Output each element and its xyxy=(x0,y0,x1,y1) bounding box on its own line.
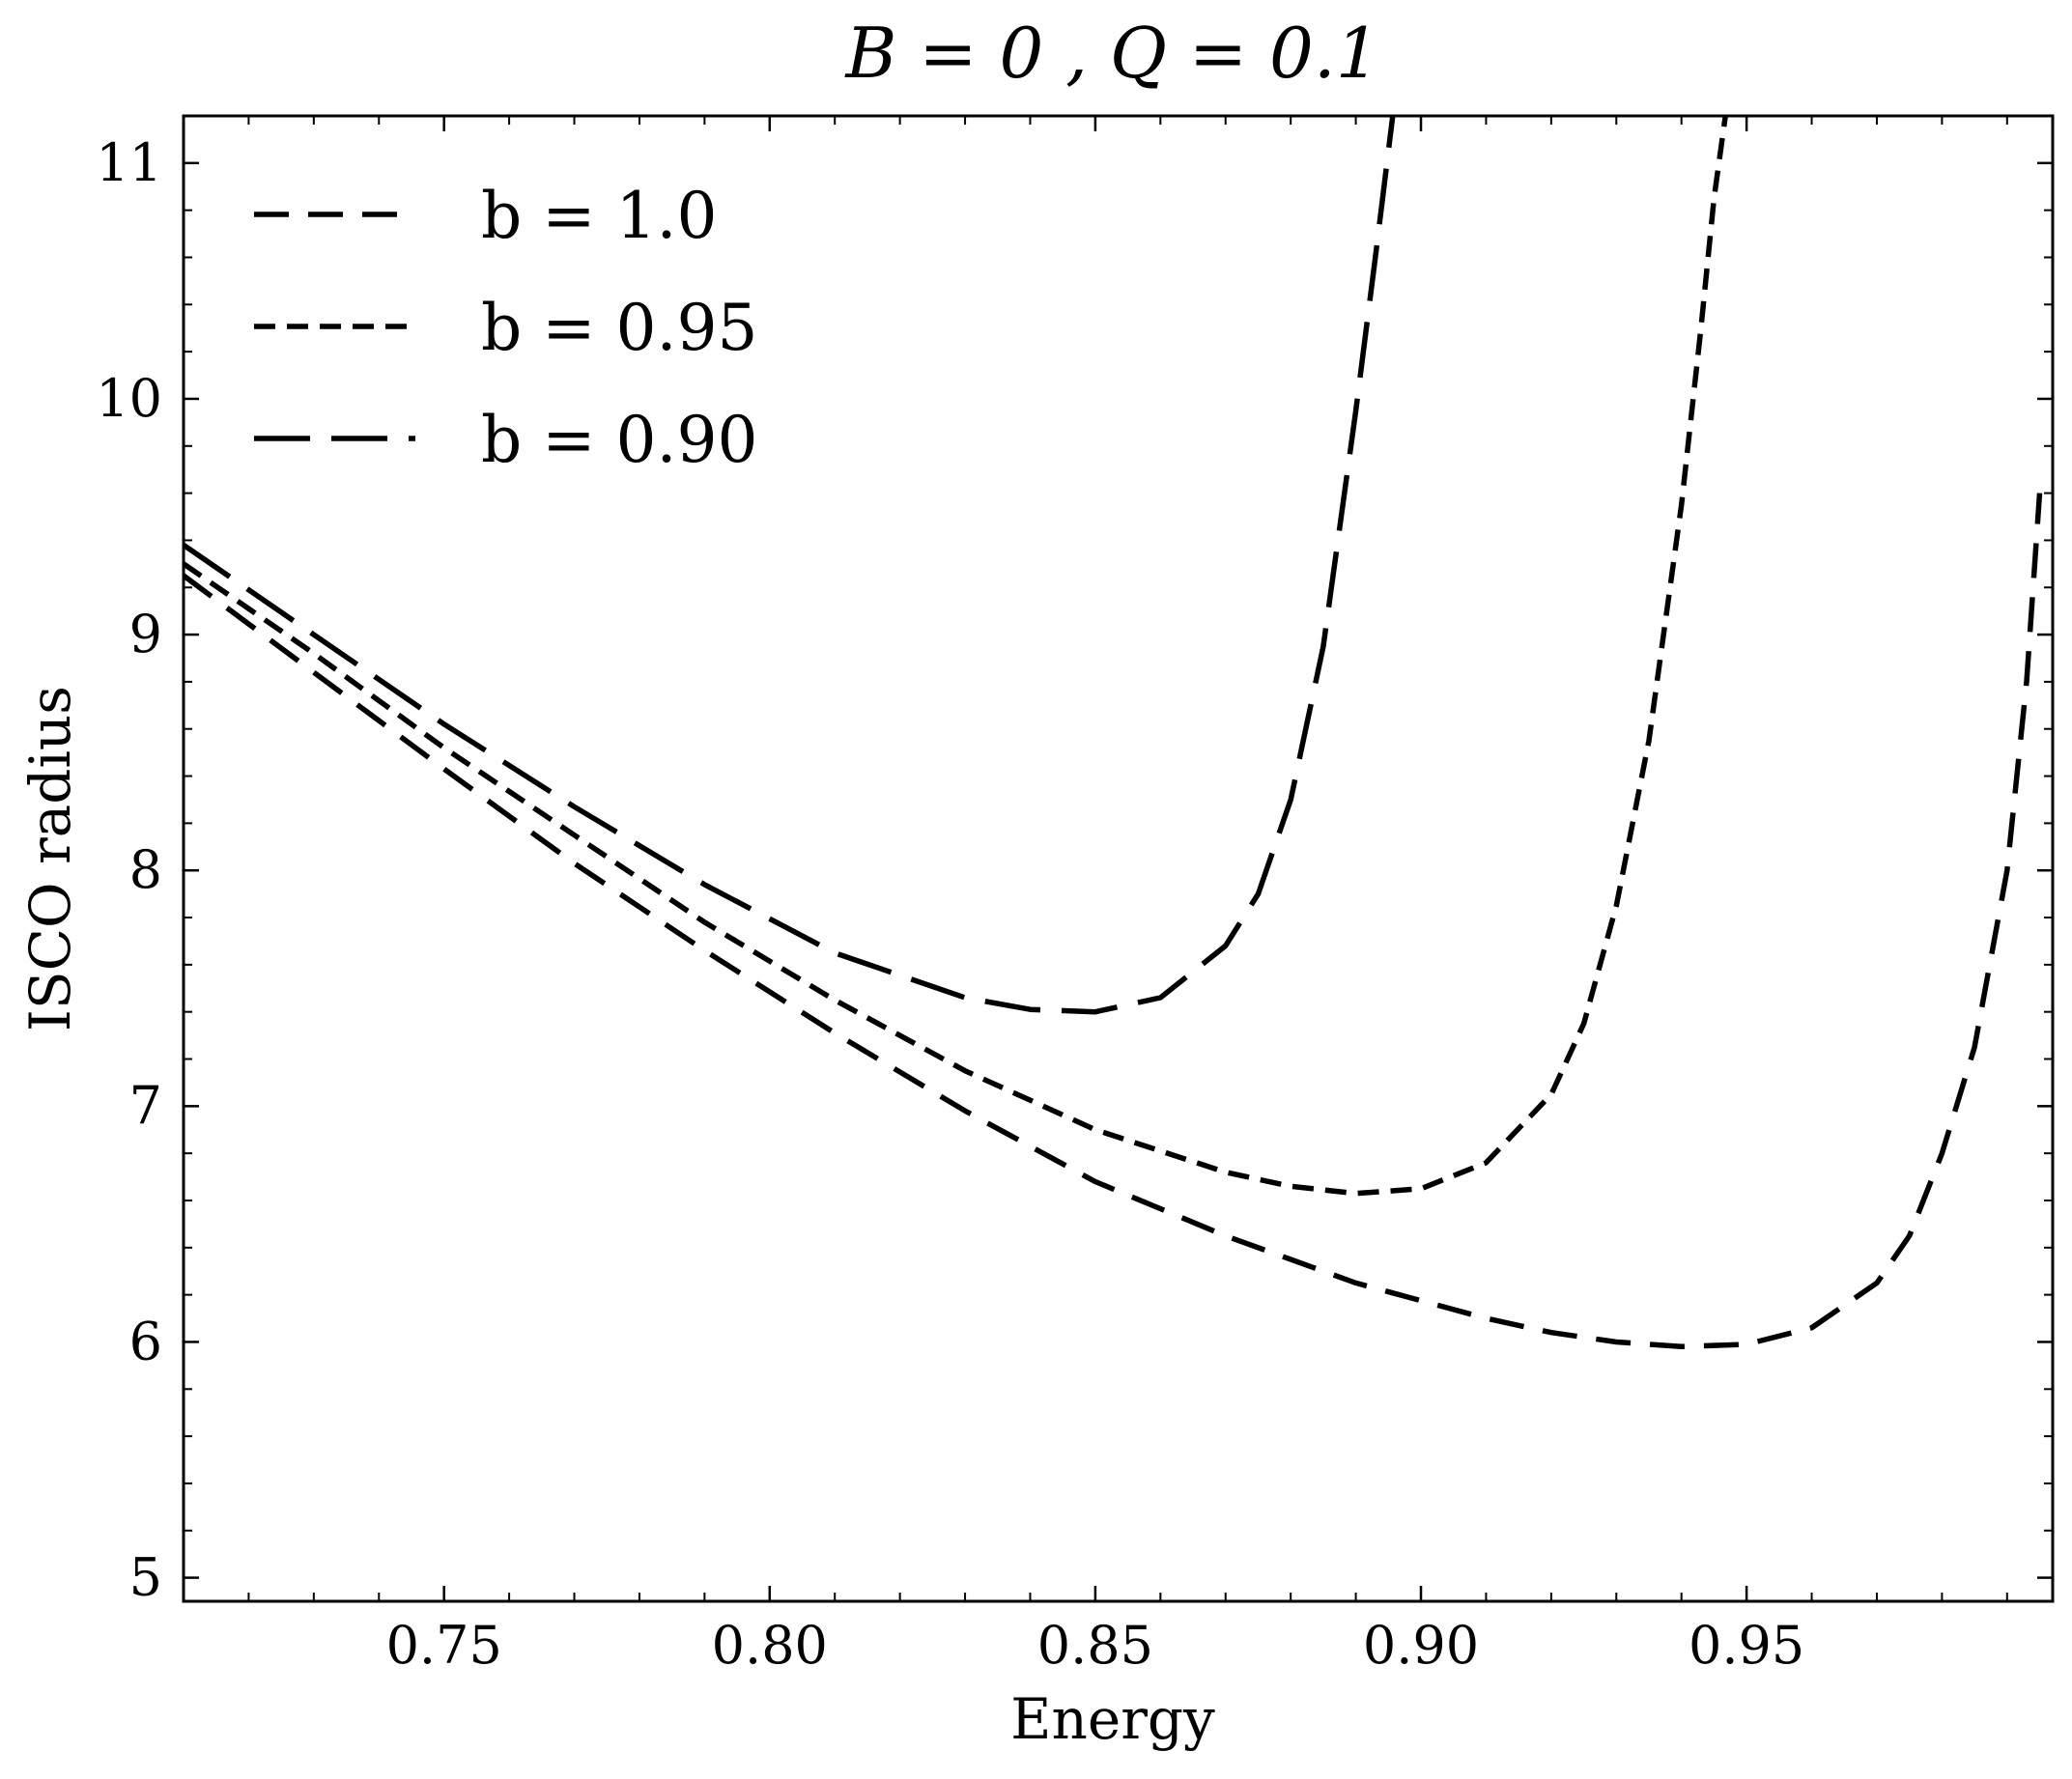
series-layer xyxy=(184,116,2043,1350)
legend: b = 1.0 b = 0.95 b = 0.90 xyxy=(254,179,757,477)
legend-label-2: b = 0.90 xyxy=(481,403,757,477)
y-tick-label: 9 xyxy=(129,604,162,664)
y-tick-label: 8 xyxy=(129,839,162,900)
x-tick-label: 0.75 xyxy=(386,1615,502,1676)
y-tick-label: 5 xyxy=(129,1547,162,1608)
x-tick-label: 0.85 xyxy=(1037,1615,1153,1676)
x-tick-label: 0.90 xyxy=(1363,1615,1479,1676)
chart-title: B = 0 , Q = 0.1 xyxy=(843,13,1379,94)
legend-label-1: b = 0.95 xyxy=(481,291,757,365)
series-line-0 xyxy=(184,493,2043,1350)
tick-layer: 0.75 0.80 0.85 0.90 0.95 5 6 7 8 9 10 11 xyxy=(96,115,2053,1676)
x-axis-label: Energy xyxy=(1010,1686,1215,1752)
y-tick-label: 6 xyxy=(129,1311,162,1371)
series-line-1 xyxy=(184,116,1728,1197)
y-axis-label: ISCO radius xyxy=(17,686,83,1031)
x-tick-label: 0.80 xyxy=(712,1615,828,1676)
x-tick-label: 0.95 xyxy=(1689,1615,1804,1676)
y-tick-label: 7 xyxy=(129,1075,162,1136)
legend-label-0: b = 1.0 xyxy=(481,179,717,253)
plot-frame xyxy=(182,114,2055,1603)
y-tick-label: 11 xyxy=(96,132,162,193)
y-tick-label: 10 xyxy=(96,368,162,429)
series-line-2 xyxy=(184,116,1396,1015)
